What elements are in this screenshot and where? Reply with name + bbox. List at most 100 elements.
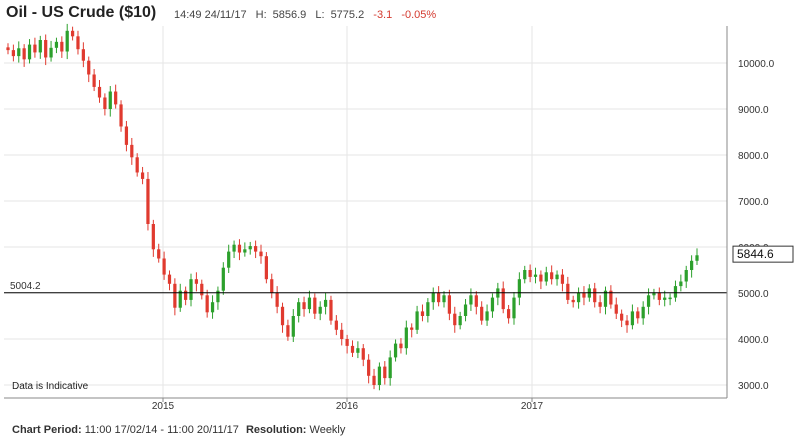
- candle-body: [97, 86, 102, 98]
- candle: [54, 37, 59, 54]
- candle-body: [512, 297, 516, 319]
- y-tick-label: 10000.0: [738, 59, 775, 70]
- reference-line-label: 5004.2: [10, 281, 41, 292]
- candle: [140, 166, 145, 185]
- candle-body: [103, 97, 107, 109]
- candle-body: [684, 270, 688, 282]
- candle-body: [157, 249, 161, 259]
- candle: [27, 39, 32, 64]
- candle: [480, 301, 484, 325]
- candle: [695, 248, 699, 265]
- candle: [216, 286, 220, 310]
- quote-meta: 14:49 24/11/17 H: 5856.9 L: 5775.2 -3.1 -0…: [174, 9, 442, 21]
- candle: [668, 293, 672, 306]
- candle-body: [189, 279, 193, 300]
- candle-body: [200, 283, 204, 296]
- candle: [270, 273, 274, 299]
- candle-body: [523, 270, 527, 280]
- candle-body: [453, 313, 457, 326]
- candle-body: [415, 311, 419, 330]
- resolution-label: Resolution:: [245, 424, 307, 436]
- candle-body: [243, 249, 247, 253]
- candle: [108, 86, 112, 117]
- candle: [22, 44, 26, 67]
- candle: [307, 290, 312, 314]
- candle-body: [447, 295, 452, 314]
- candle-body: [404, 327, 408, 349]
- candle: [399, 338, 403, 354]
- candle-body: [539, 274, 543, 282]
- candle: [673, 280, 678, 302]
- candle-body: [253, 246, 258, 252]
- candle: [447, 289, 452, 321]
- candle: [609, 285, 613, 309]
- candle-body: [641, 306, 645, 319]
- candle-body: [70, 30, 75, 37]
- high-label: H:: [255, 9, 267, 21]
- candle-body: [237, 244, 242, 253]
- period-value: 11:00 17/02/14 - 11:00 20/11/17: [84, 424, 239, 436]
- candle: [512, 292, 516, 325]
- candle: [87, 56, 91, 83]
- candle-body: [345, 339, 349, 346]
- candle-body: [162, 258, 166, 275]
- candle-body: [135, 157, 139, 173]
- x-tick-label: 2016: [336, 401, 359, 412]
- x-tick-label: 2015: [152, 401, 175, 412]
- candle: [506, 304, 511, 324]
- candle-body: [630, 311, 635, 326]
- candle: [453, 306, 457, 333]
- candle: [114, 84, 118, 109]
- candle-body: [544, 272, 548, 282]
- candle-body: [533, 274, 538, 277]
- x-tick-label: 2017: [521, 401, 544, 412]
- candle-body: [92, 74, 96, 87]
- candle: [571, 295, 575, 308]
- candle: [388, 350, 392, 386]
- candle-body: [517, 279, 521, 298]
- candle-body: [270, 279, 274, 293]
- candle: [44, 34, 48, 66]
- candle: [474, 291, 478, 315]
- candle-body: [636, 311, 640, 319]
- last-price-label: 5844.6: [737, 247, 774, 261]
- candle: [92, 68, 96, 92]
- candle: [528, 264, 532, 283]
- candle-body: [614, 304, 618, 314]
- candle: [329, 295, 333, 325]
- candle-body: [426, 302, 430, 316]
- y-axis-ticks: 10000.09000.08000.07000.06000.05000.0400…: [738, 59, 775, 392]
- candle-body: [598, 302, 602, 307]
- instrument-title: Oil - US Crude ($10): [6, 4, 157, 21]
- candle: [539, 270, 543, 290]
- candle-body: [679, 281, 683, 287]
- candle: [130, 137, 134, 165]
- candle: [119, 100, 123, 132]
- candle-body: [54, 41, 59, 48]
- candle: [135, 153, 139, 177]
- candle-body: [264, 256, 268, 280]
- candle: [410, 323, 414, 338]
- candle: [248, 241, 252, 255]
- candle: [404, 320, 408, 355]
- candle-body: [151, 224, 155, 250]
- candle-body: [178, 290, 182, 308]
- candle-body: [65, 30, 69, 52]
- y-tick-label: 7000.0: [738, 197, 769, 208]
- candle-body: [146, 178, 150, 224]
- candle: [496, 282, 500, 306]
- candle-body: [194, 279, 199, 284]
- candle-body: [458, 316, 462, 326]
- candle: [657, 287, 661, 306]
- candle-body: [576, 293, 581, 303]
- candle: [286, 319, 290, 341]
- candle-body: [286, 325, 290, 337]
- chart-footer: Chart Period: 11:00 17/02/14 - 11:00 20/…: [12, 424, 349, 436]
- candle-body: [663, 297, 667, 300]
- candle: [124, 120, 129, 152]
- candle-body: [227, 251, 231, 268]
- candle-body: [130, 144, 134, 158]
- candle-body: [463, 304, 468, 316]
